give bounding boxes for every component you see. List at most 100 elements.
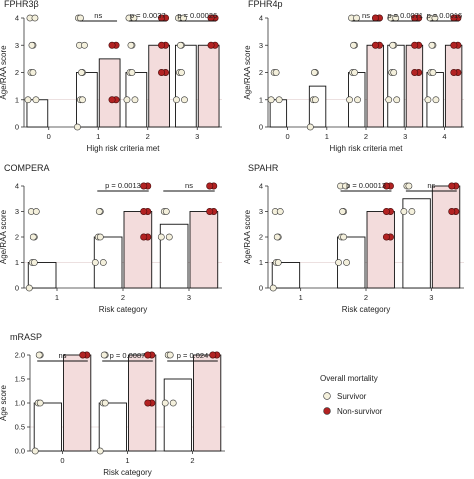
bar-survivor bbox=[26, 99, 49, 128]
significance-label: ns bbox=[94, 11, 102, 20]
point-survivor bbox=[166, 351, 174, 359]
x-axis-label: Risk category bbox=[342, 305, 390, 314]
point-nonsurvivor bbox=[144, 399, 152, 407]
point-survivor bbox=[429, 69, 437, 76]
point-survivor bbox=[400, 208, 408, 215]
bar-survivor bbox=[98, 402, 127, 452]
legend-swatch bbox=[323, 392, 331, 400]
y-tick-label: 3 bbox=[15, 41, 19, 50]
panel-title: mRASP bbox=[10, 332, 42, 342]
point-survivor bbox=[335, 259, 342, 266]
y-tick-label: 3 bbox=[15, 207, 19, 216]
y-tick-label: 0 bbox=[259, 123, 263, 132]
point-survivor bbox=[177, 41, 184, 49]
point-survivor bbox=[273, 233, 281, 241]
point-nonsurvivor bbox=[382, 208, 390, 216]
bar-survivor bbox=[175, 44, 197, 128]
bar-survivor bbox=[387, 44, 405, 128]
point-nonsurvivor bbox=[450, 69, 458, 77]
y-tick-label: 0 bbox=[15, 123, 19, 132]
y-tick-label: 1 bbox=[15, 258, 19, 267]
x-tick-label: 0 bbox=[60, 456, 64, 465]
point-survivor bbox=[424, 96, 432, 104]
y-tick-label: 2.0 bbox=[15, 351, 25, 360]
point-survivor bbox=[78, 69, 85, 76]
legend: Overall mortality Survivor Non-survivor bbox=[320, 374, 383, 416]
panel-title: FPHR3β bbox=[4, 0, 39, 9]
point-survivor bbox=[79, 96, 86, 104]
legend-title: Overall mortality bbox=[320, 374, 378, 383]
significance-label: p = 0.0016 bbox=[427, 11, 463, 20]
bar-survivor bbox=[337, 236, 366, 289]
y-tick-label: 1.0 bbox=[15, 399, 25, 408]
significance-label: p = 0.024 bbox=[177, 351, 209, 360]
point-survivor bbox=[405, 182, 413, 190]
x-tick-label: 2 bbox=[364, 293, 368, 302]
point-nonsurvivor bbox=[448, 182, 456, 190]
point-nonsurvivor bbox=[411, 41, 419, 49]
x-tick-label: 3 bbox=[195, 132, 199, 141]
point-nonsurvivor bbox=[144, 351, 152, 359]
point-survivor bbox=[74, 123, 81, 131]
point-nonsurvivor bbox=[79, 351, 87, 359]
y-tick-label: 1 bbox=[259, 95, 263, 104]
point-survivor bbox=[181, 96, 188, 104]
point-nonsurvivor bbox=[206, 208, 214, 216]
bar-nonsurvivor bbox=[366, 211, 395, 289]
significance-label: ns bbox=[185, 181, 193, 190]
bar-nonsurvivor bbox=[405, 44, 424, 128]
point-nonsurvivor bbox=[371, 14, 379, 22]
chart-panel-2: COMPERA 0 1 2 3 4 Age/RAA score 1 2 3 Risk categor… bbox=[0, 163, 222, 314]
y-axis-label: Age/RAA score bbox=[0, 209, 8, 264]
y-tick-label: 2 bbox=[259, 233, 263, 242]
point-survivor bbox=[173, 96, 180, 104]
point-survivor bbox=[428, 41, 436, 49]
point-survivor bbox=[351, 69, 358, 76]
bar-nonsurvivor bbox=[193, 354, 222, 452]
y-tick-label: 1 bbox=[259, 258, 263, 267]
point-survivor bbox=[343, 259, 350, 266]
point-survivor bbox=[131, 96, 139, 104]
point-survivor bbox=[408, 208, 416, 215]
point-survivor bbox=[267, 96, 275, 104]
point-survivor bbox=[96, 447, 104, 455]
point-survivor bbox=[99, 259, 107, 266]
x-tick-label: 2 bbox=[146, 132, 150, 141]
point-nonsurvivor bbox=[158, 69, 166, 77]
bar-nonsurvivor bbox=[63, 354, 92, 452]
point-survivor bbox=[346, 96, 353, 104]
bar-nonsurvivor bbox=[197, 44, 220, 128]
significance-label: p = 0.00026 bbox=[177, 11, 217, 20]
point-nonsurvivor bbox=[158, 41, 166, 49]
point-nonsurvivor bbox=[140, 208, 148, 216]
bar-survivor bbox=[33, 402, 62, 452]
chart-panel-3: SPAHR 0 1 2 3 4 Age/RAA score 1 2 3 Risk category p… bbox=[243, 163, 464, 314]
point-survivor bbox=[340, 233, 347, 241]
point-survivor bbox=[350, 41, 357, 49]
y-tick-label: 3 bbox=[259, 207, 263, 216]
point-survivor bbox=[339, 208, 346, 215]
point-survivor bbox=[30, 259, 38, 266]
point-survivor bbox=[32, 208, 40, 215]
point-survivor bbox=[24, 96, 32, 104]
point-nonsurvivor bbox=[209, 351, 217, 359]
point-nonsurvivor bbox=[450, 41, 458, 49]
point-survivor bbox=[306, 123, 314, 131]
point-survivor bbox=[169, 399, 177, 407]
point-survivor bbox=[29, 233, 37, 241]
bar-survivor bbox=[271, 262, 301, 289]
bar-survivor bbox=[76, 72, 98, 128]
significance-label: p = 0.0013 bbox=[105, 181, 141, 190]
point-nonsurvivor bbox=[382, 182, 390, 190]
point-survivor bbox=[162, 208, 170, 215]
legend-swatch bbox=[323, 407, 331, 415]
point-nonsurvivor bbox=[382, 233, 390, 241]
bar-survivor bbox=[402, 198, 431, 289]
point-nonsurvivor bbox=[411, 69, 419, 77]
point-nonsurvivor bbox=[108, 41, 116, 49]
point-survivor bbox=[161, 399, 169, 407]
x-tick-label: 2 bbox=[190, 456, 194, 465]
x-tick-label: 1 bbox=[55, 293, 59, 302]
significance-label: ns bbox=[59, 351, 67, 360]
